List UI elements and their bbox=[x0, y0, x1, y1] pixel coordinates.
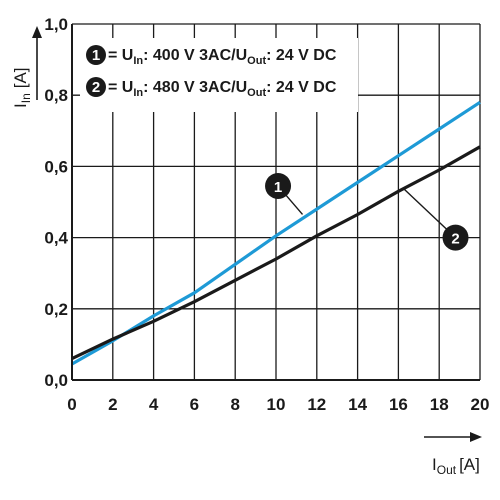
series-line-1 bbox=[71, 100, 481, 366]
legend: 1 = UIn: 400 V 3AC/UOut: 24 V DC 2 = UIn:… bbox=[80, 38, 358, 112]
legend-marker-2 bbox=[86, 77, 106, 97]
y-tick-label-3: 0,6 bbox=[44, 157, 68, 176]
legend-background bbox=[80, 38, 358, 112]
x-tick-label-2: 4 bbox=[149, 395, 159, 414]
legend-entry-2: = UIn: 480 V 3AC/UOut: 24 V DC bbox=[108, 79, 337, 99]
legend-marker-number-2: 2 bbox=[92, 79, 100, 96]
legend-entry-1: = UIn: 400 V 3AC/UOut: 24 V DC bbox=[108, 47, 337, 67]
svg-text:IOut[A]: IOut [A] bbox=[432, 455, 480, 477]
y-axis-label: I bbox=[11, 103, 30, 108]
callout-marker-2 bbox=[442, 224, 469, 251]
y-axis-title: IIn [A] bbox=[11, 26, 42, 108]
y-axis-arrow-head bbox=[32, 26, 42, 38]
x-tick-label-9: 18 bbox=[430, 395, 449, 414]
x-axis-arrow-head bbox=[470, 432, 482, 442]
legend-marker-1 bbox=[86, 45, 106, 65]
x-tick-label-3: 6 bbox=[190, 395, 199, 414]
x-axis-label-sub: Out bbox=[437, 463, 457, 477]
x-tick-label-10: 20 bbox=[471, 395, 490, 414]
svg-text:IIn[A]: IIn [A] bbox=[11, 67, 33, 108]
x-tick-label-7: 14 bbox=[348, 395, 367, 414]
callout-number-1: 1 bbox=[274, 179, 282, 196]
x-tick-labels: 0 2 4 6 8 10 12 14 16 18 20 bbox=[67, 395, 489, 414]
y-tick-label-1: 0,2 bbox=[44, 300, 68, 319]
x-axis-title: IOut [A] bbox=[424, 432, 482, 477]
x-tick-label-1: 2 bbox=[108, 395, 117, 414]
y-tick-label-5: 1,0 bbox=[44, 15, 68, 34]
x-axis-unit: [A] bbox=[459, 455, 480, 474]
y-tick-label-4: 0,8 bbox=[44, 86, 68, 105]
series-line-2 bbox=[71, 145, 481, 361]
x-tick-label-8: 16 bbox=[389, 395, 408, 414]
x-tick-label-0: 0 bbox=[67, 395, 76, 414]
axes bbox=[71, 24, 480, 381]
x-tick-label-4: 8 bbox=[230, 395, 239, 414]
y-tick-labels: 0,0 0,2 0,4 0,6 0,8 1,0 bbox=[44, 15, 68, 390]
x-tick-label-6: 12 bbox=[307, 395, 326, 414]
y-tick-label-2: 0,4 bbox=[44, 229, 68, 248]
legend-marker-number-1: 1 bbox=[92, 47, 100, 64]
series-lines bbox=[71, 100, 481, 366]
x-axis-label: I bbox=[432, 455, 437, 474]
callout-marker-1 bbox=[265, 172, 292, 199]
y-axis-unit: [A] bbox=[11, 67, 30, 88]
callout-number-2: 2 bbox=[451, 231, 459, 248]
series-callouts: 12 bbox=[265, 172, 469, 251]
x-tick-label-5: 10 bbox=[267, 395, 286, 414]
y-tick-label-0: 0,0 bbox=[44, 371, 68, 390]
y-axis-label-sub: In bbox=[19, 93, 33, 103]
